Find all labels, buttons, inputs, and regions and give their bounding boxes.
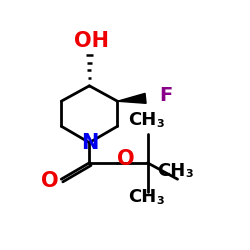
Text: F: F bbox=[159, 86, 172, 105]
Text: CH: CH bbox=[128, 188, 157, 206]
Text: OH: OH bbox=[74, 30, 109, 50]
Text: N: N bbox=[81, 132, 98, 152]
Text: O: O bbox=[118, 149, 135, 169]
Text: 3: 3 bbox=[156, 196, 164, 206]
Text: O: O bbox=[41, 170, 58, 190]
Text: 3: 3 bbox=[156, 119, 164, 129]
Text: CH: CH bbox=[158, 162, 186, 180]
Text: CH: CH bbox=[128, 112, 157, 130]
Text: 3: 3 bbox=[185, 170, 193, 179]
Polygon shape bbox=[118, 93, 146, 103]
